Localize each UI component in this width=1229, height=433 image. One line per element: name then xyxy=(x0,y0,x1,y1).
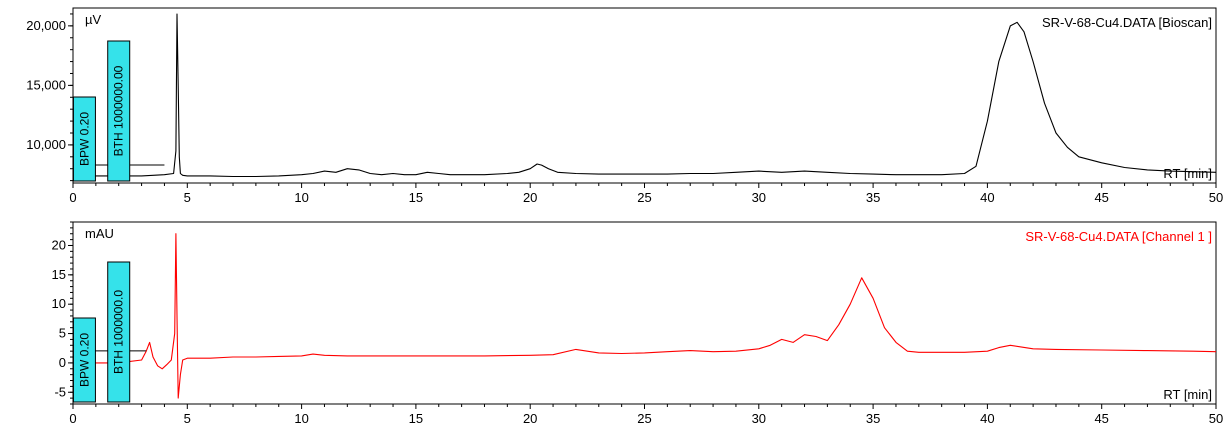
chart-panel-1: 0 5 10 15 20 25 30 35 40 45 50 10,000 15,000 20,000 µV… xyxy=(26,7,1223,205)
x-tick-label: 30 xyxy=(752,190,766,205)
y-tick-label: 5 xyxy=(59,326,66,341)
parameter-label: BPW 0.20 xyxy=(77,112,91,166)
x-tick-label: 50 xyxy=(1209,190,1223,205)
y-tick-label: 20 xyxy=(52,237,66,252)
x-tick-label: 45 xyxy=(1094,411,1108,426)
x-tick-label: 45 xyxy=(1094,190,1108,205)
series-line xyxy=(72,13,1217,178)
x-tick-label: 20 xyxy=(523,190,537,205)
plot-frame xyxy=(72,221,1217,405)
x-tick-label: 10 xyxy=(294,411,308,426)
y-tick-label: 15 xyxy=(52,267,66,282)
plot-frame xyxy=(72,7,1217,184)
x-tick-label: 5 xyxy=(184,190,191,205)
y-tick-label: -5 xyxy=(54,384,66,399)
x-tick-label: 25 xyxy=(637,411,651,426)
parameter-label: BTH 1000000.00 xyxy=(112,65,126,156)
y-axis-unit: µV xyxy=(85,12,101,27)
y-axis-unit: mAU xyxy=(85,226,114,241)
y-tick-label: 0 xyxy=(59,355,66,370)
y-tick-label: 10 xyxy=(52,296,66,311)
x-tick-label: 20 xyxy=(523,411,537,426)
parameter-box xyxy=(107,261,131,403)
parameter-label: BTH 1000000.0 xyxy=(112,290,126,374)
parameter-box xyxy=(72,96,96,182)
parameter-box xyxy=(72,317,96,403)
x-tick-label: 35 xyxy=(866,411,880,426)
x-tick-label: 40 xyxy=(980,190,994,205)
x-axis-label: RT [min] xyxy=(1163,166,1212,181)
y-tick-label: 15,000 xyxy=(26,77,66,92)
x-tick-label: 15 xyxy=(409,411,423,426)
x-tick-label: 35 xyxy=(866,190,880,205)
parameter-label: BPW 0.20 xyxy=(77,333,91,387)
x-tick-label: 40 xyxy=(980,411,994,426)
x-tick-label: 30 xyxy=(752,411,766,426)
y-tick-label: 20,000 xyxy=(26,18,66,33)
chart-title: SR-V-68-Cu4.DATA [Bioscan] xyxy=(1042,15,1212,30)
x-tick-label: 0 xyxy=(69,411,76,426)
x-tick-label: 25 xyxy=(637,190,651,205)
x-tick-label: 50 xyxy=(1209,411,1223,426)
x-tick-label: 5 xyxy=(184,411,191,426)
x-tick-label: 0 xyxy=(69,190,76,205)
parameter-box xyxy=(107,40,131,182)
x-axis-label: RT [min] xyxy=(1163,387,1212,402)
y-tick-label: 10,000 xyxy=(26,137,66,152)
series-line xyxy=(73,233,1217,399)
x-tick-label: 10 xyxy=(294,190,308,205)
x-tick-label: 15 xyxy=(409,190,423,205)
chart-title: SR-V-68-Cu4.DATA [Channel 1 ] xyxy=(1025,229,1212,244)
